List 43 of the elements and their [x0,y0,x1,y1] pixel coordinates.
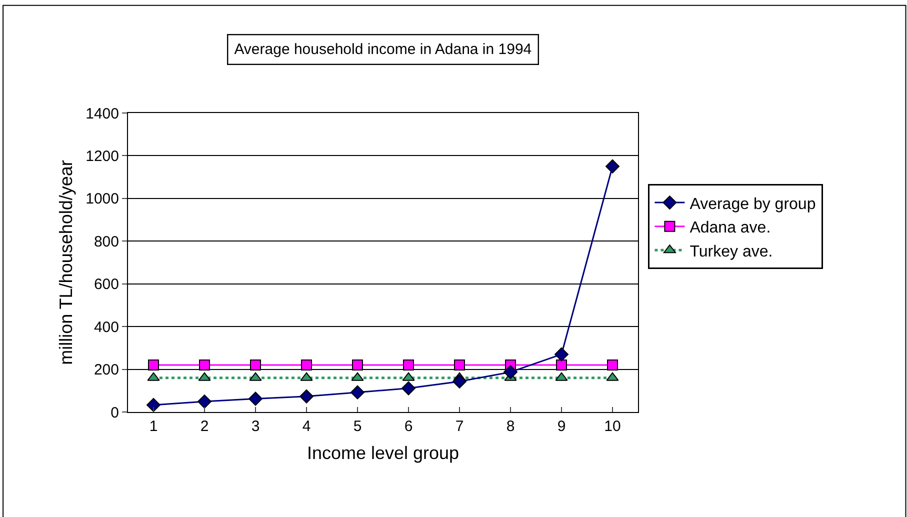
y-tick-label: 1400 [86,105,119,122]
point [146,398,160,412]
x-tick-label: 1 [149,418,158,435]
point [452,374,466,388]
y-tick-label: 800 [94,233,119,250]
y-tick-label: 600 [94,276,119,294]
chart-title: Average household income in Adana in 1994 [234,41,532,58]
x-tick-label: 7 [455,418,464,435]
point [248,392,262,406]
legend-label: Adana ave. [690,220,771,237]
x-tick-label: 9 [557,418,566,435]
point [350,385,364,400]
y-axis-title: million TL/household/year [56,160,76,365]
point [300,389,314,404]
x-tick-label: 2 [200,418,209,435]
point [250,360,261,371]
y-tick-label: 0 [110,404,119,422]
point [554,347,568,362]
legend-label: Turkey ave. [690,243,773,260]
x-tick-label: 5 [353,418,362,435]
point [504,365,518,380]
legend-label: Average by group [690,196,816,213]
x-tick-label: 10 [604,418,621,435]
point [606,159,620,174]
y-tick-label: 1000 [86,190,119,208]
point [352,360,363,371]
point [403,360,414,371]
point [402,381,416,396]
point [454,360,465,371]
y-tick-label: 200 [94,362,119,379]
point [556,360,567,371]
x-tick-label: 6 [404,418,413,435]
x-tick-label: 4 [302,418,311,435]
point [199,360,210,371]
point [148,360,159,371]
y-tick-label: 1200 [86,148,119,165]
point [301,360,312,371]
x-axis-title: Income level group [306,443,460,464]
y-tick-label: 400 [94,318,119,336]
x-tick-label: 3 [251,418,260,435]
point [607,360,618,371]
x-tick-label: 8 [506,418,515,435]
point [198,394,212,409]
